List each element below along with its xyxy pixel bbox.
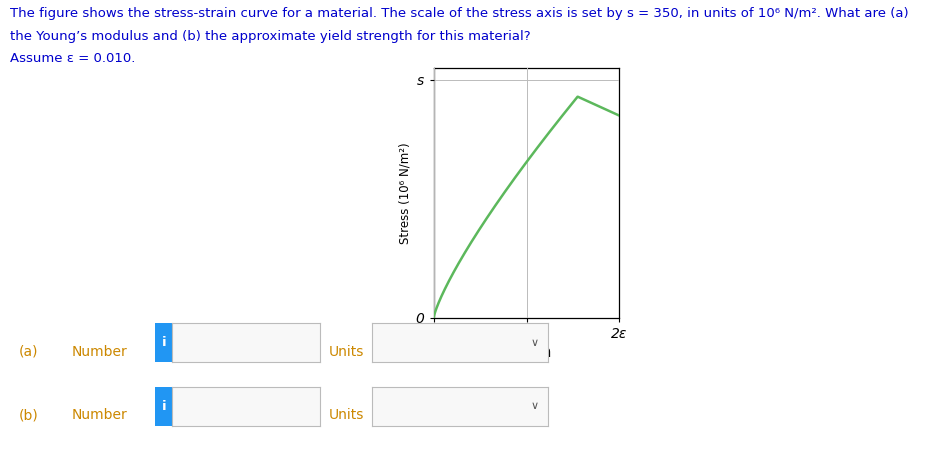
Text: Assume ε = 0.010.: Assume ε = 0.010. <box>10 52 135 65</box>
Text: ∨: ∨ <box>530 338 539 348</box>
Y-axis label: Stress (10⁶ N/m²): Stress (10⁶ N/m²) <box>398 142 411 244</box>
X-axis label: Strain: Strain <box>501 345 551 360</box>
Text: Units: Units <box>328 409 364 422</box>
Text: (b): (b) <box>19 409 39 422</box>
Text: ∨: ∨ <box>530 401 539 411</box>
Text: the Young’s modulus and (b) the approximate yield strength for this material?: the Young’s modulus and (b) the approxim… <box>10 30 529 43</box>
Text: Number: Number <box>71 409 127 422</box>
Text: The figure shows the stress-strain curve for a material. The scale of the stress: The figure shows the stress-strain curve… <box>10 7 907 20</box>
Text: (a): (a) <box>19 345 38 359</box>
Text: Units: Units <box>328 345 364 359</box>
Text: Number: Number <box>71 345 127 359</box>
Text: i: i <box>162 400 166 413</box>
Text: i: i <box>162 336 166 349</box>
